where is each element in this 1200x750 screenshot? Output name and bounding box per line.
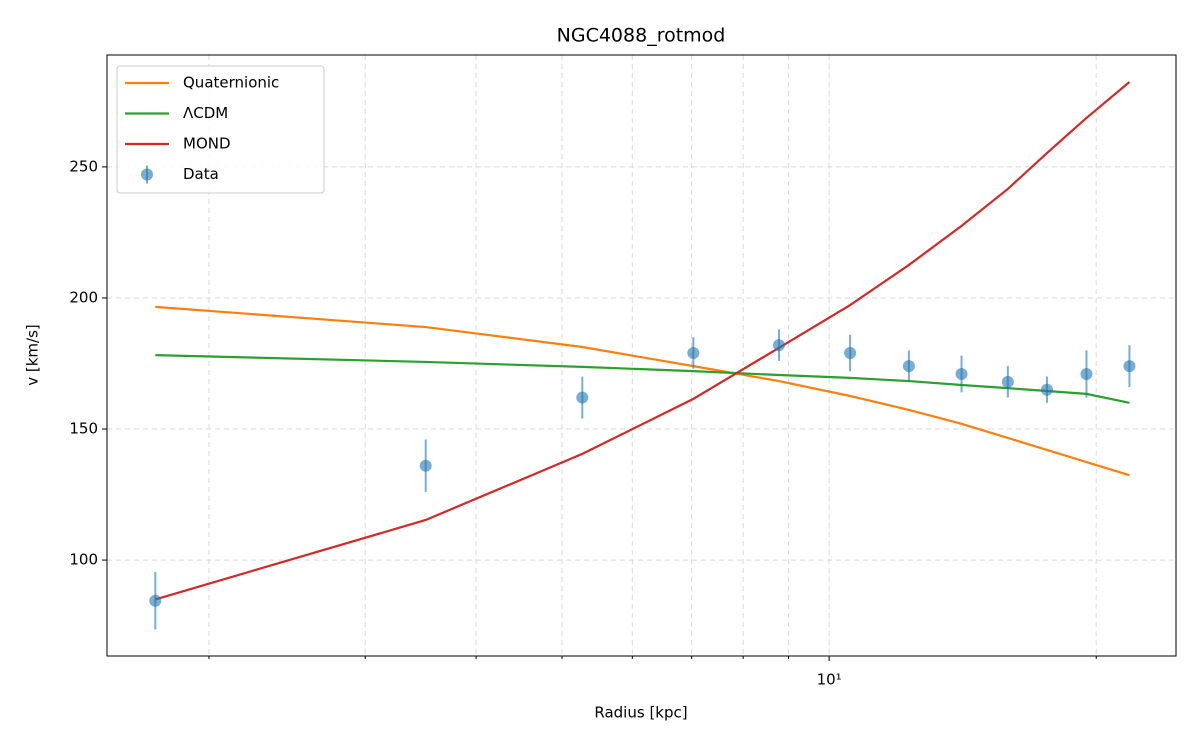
legend-label: Data (183, 165, 219, 183)
plot-frame (106, 54, 1177, 657)
data-point (1080, 367, 1093, 380)
data-point (687, 347, 700, 360)
data-point (576, 391, 589, 404)
y-tick-label: 200 (69, 288, 98, 306)
series-line (155, 305, 1130, 477)
data-point (844, 347, 857, 360)
legend-box (116, 65, 325, 194)
data-point (419, 459, 432, 472)
legend-label: ΛCDM (183, 104, 228, 122)
x-tick-label: 10¹ (817, 671, 842, 689)
data-point (149, 594, 162, 607)
legend-label: Quaternionic (183, 74, 279, 92)
y-tick-label: 250 (69, 157, 98, 175)
data-point (1001, 375, 1014, 388)
y-axis-label: v [km/s] (24, 324, 42, 386)
data-point (1123, 360, 1136, 373)
y-tick-label: 150 (69, 420, 98, 438)
x-axis-label: Radius [kpc] (594, 704, 687, 722)
data-point (773, 339, 786, 352)
y-tick-label: 100 (69, 551, 98, 569)
data-point (955, 367, 968, 380)
series-line (155, 354, 1130, 404)
data-point (902, 360, 915, 373)
chart-title: NGC4088_rotmod (557, 25, 726, 47)
series-line (154, 81, 1131, 601)
legend-swatch (141, 168, 153, 181)
legend-label: MOND (183, 135, 231, 153)
data-point (1040, 383, 1053, 396)
